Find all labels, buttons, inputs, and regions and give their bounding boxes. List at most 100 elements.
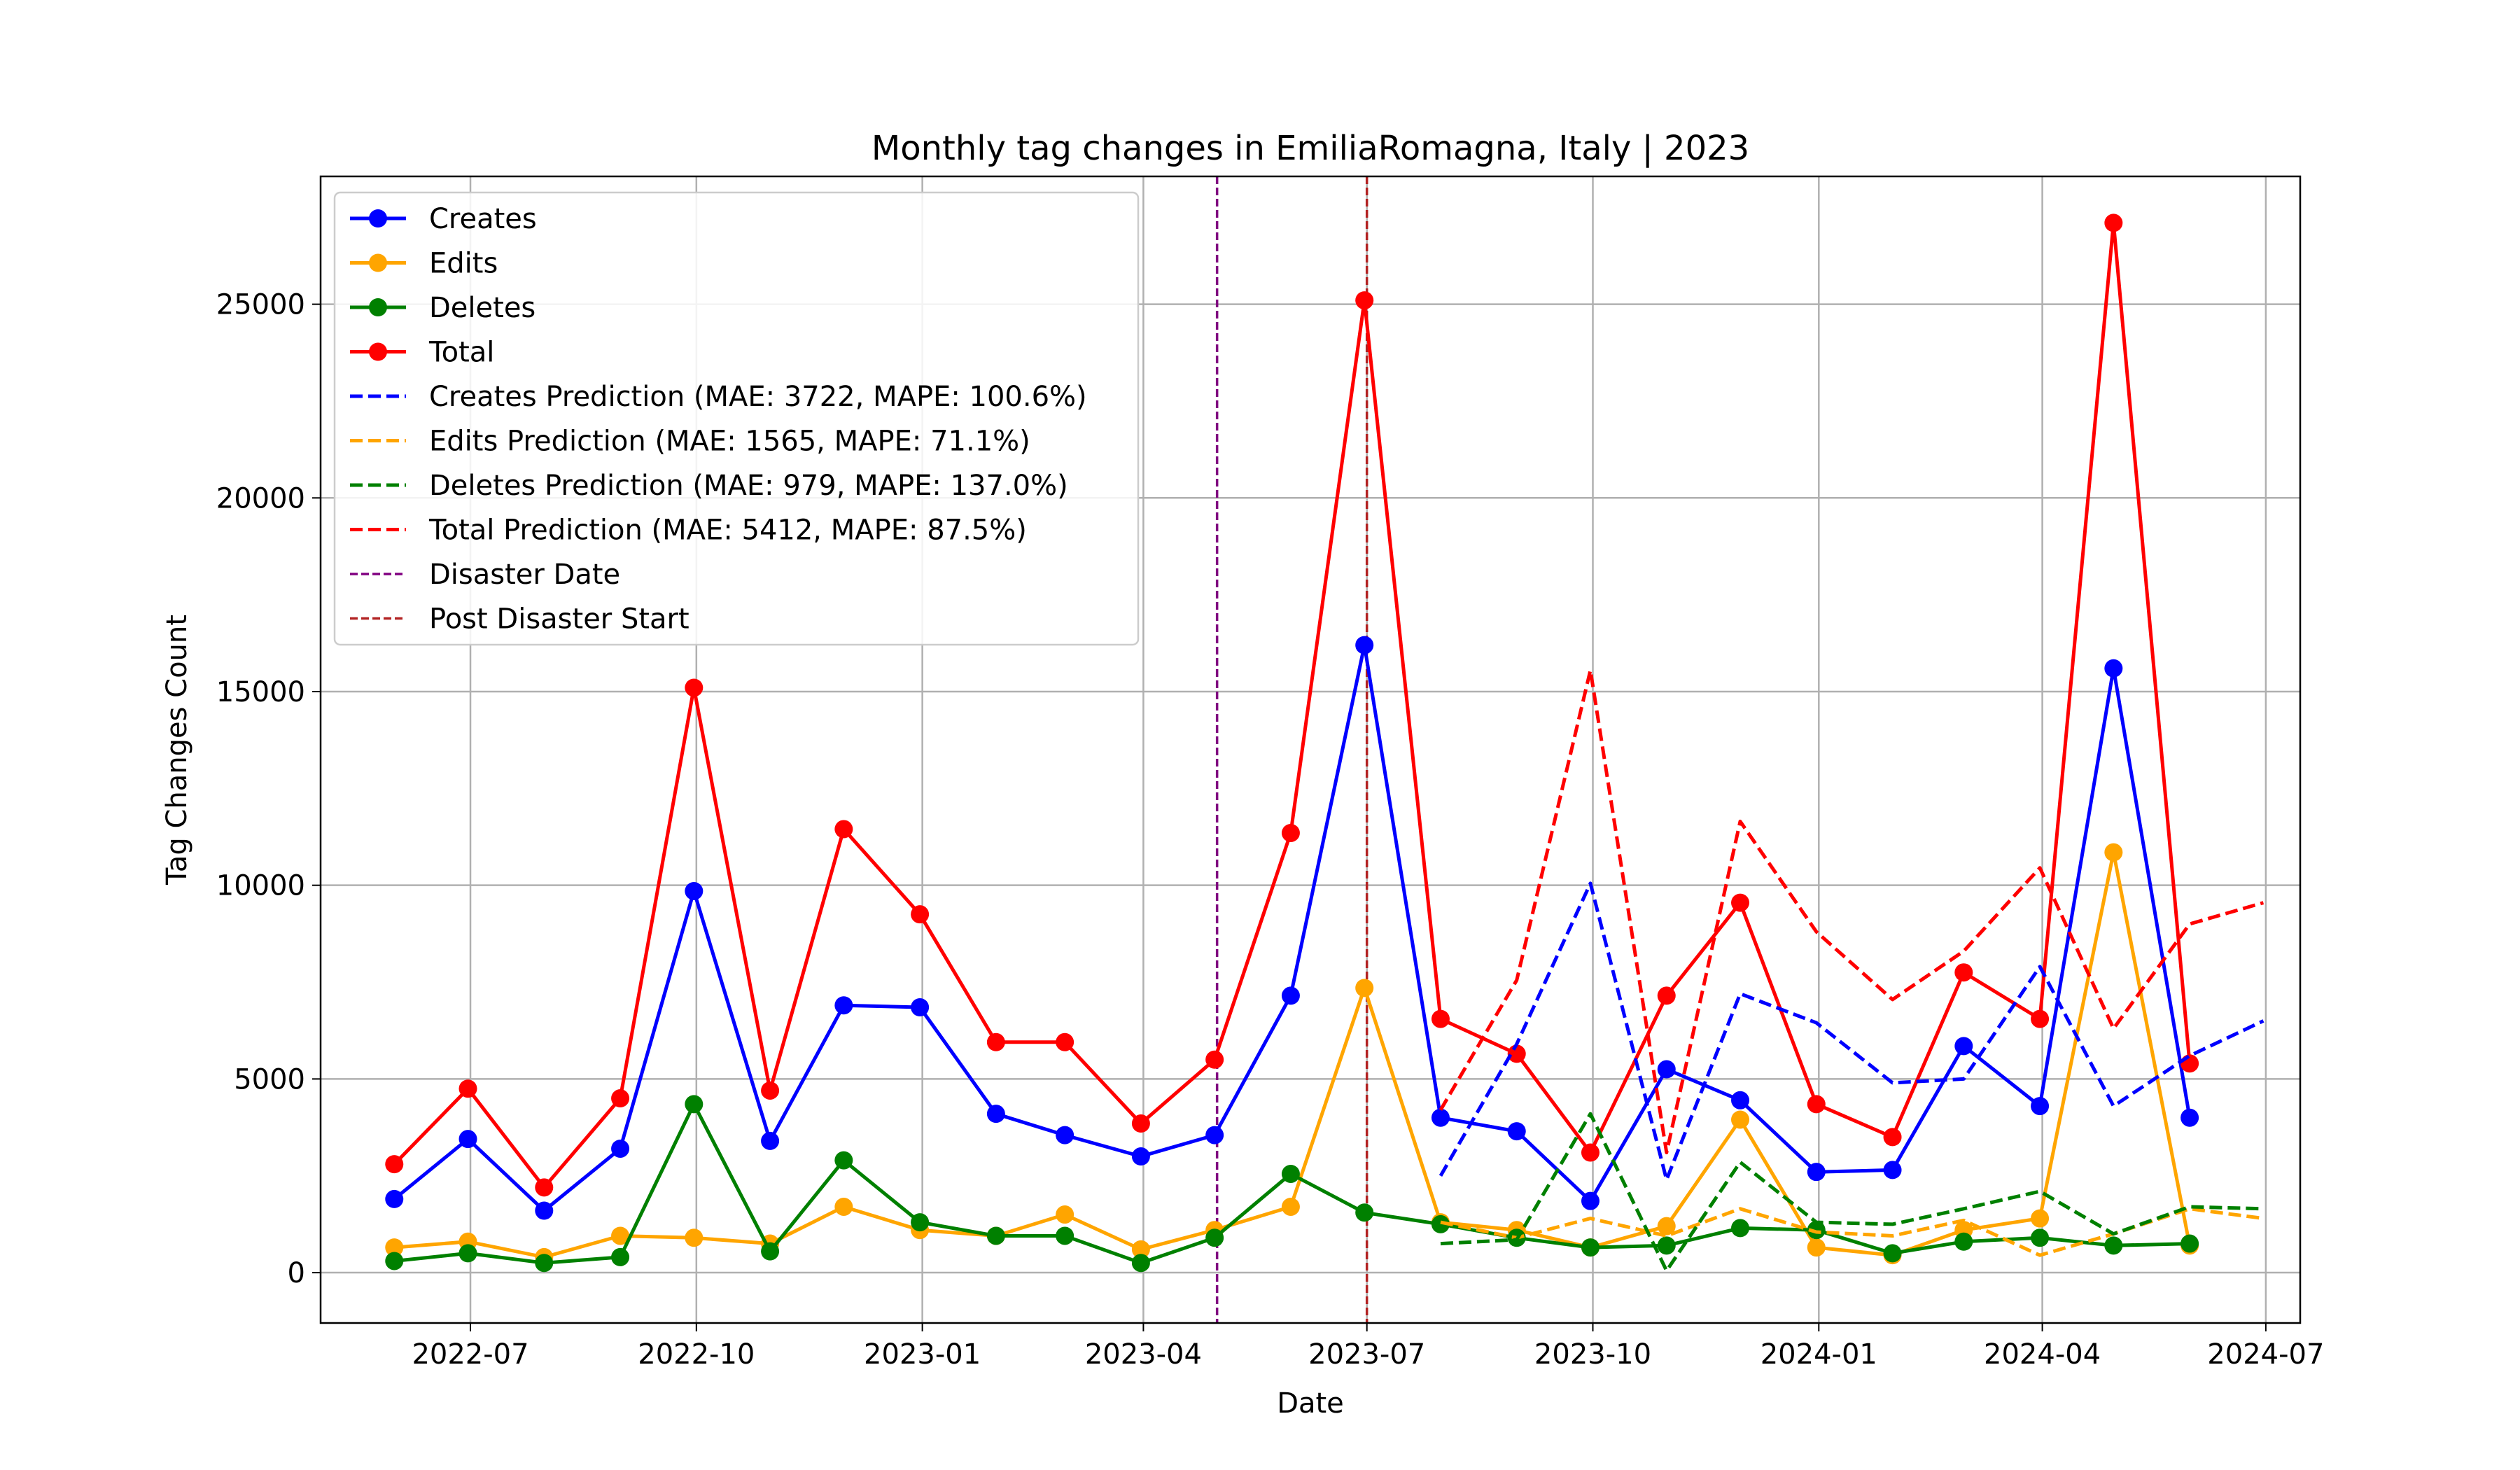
point-deletes [1581, 1238, 1600, 1257]
y-tick-label: 20000 [216, 482, 305, 514]
legend-entry: Deletes Prediction (MAE: 979, MAPE: 137.… [350, 470, 1068, 502]
point-creates [685, 881, 704, 900]
legend-label: Creates [429, 203, 537, 235]
point-creates [1954, 1037, 1973, 1056]
legend-label: Total [428, 337, 494, 369]
point-deletes [1431, 1214, 1450, 1233]
point-creates [911, 997, 930, 1016]
point-deletes [1883, 1244, 1902, 1263]
series-total-prediction [1438, 668, 2264, 1154]
point-creates [1657, 1060, 1676, 1079]
x-axis-label: Date [1277, 1387, 1344, 1420]
x-tick-label: 2024-07 [2207, 1338, 2324, 1371]
point-deletes [1355, 1203, 1374, 1222]
point-total [685, 678, 704, 697]
point-deletes [761, 1242, 780, 1261]
point-creates [1131, 1147, 1150, 1166]
point-total [1657, 986, 1676, 1005]
point-total [1205, 1050, 1224, 1069]
point-deletes [1056, 1226, 1074, 1245]
point-edits [1807, 1238, 1826, 1257]
point-edits [685, 1228, 704, 1247]
point-creates [1431, 1108, 1450, 1127]
legend-marker [369, 342, 387, 361]
y-tick-label: 5000 [234, 1063, 305, 1096]
legend-label: Deletes [429, 292, 536, 324]
legend-marker [369, 253, 387, 272]
y-tick-label: 15000 [216, 676, 305, 708]
x-tick-label: 2023-04 [1085, 1338, 1202, 1371]
point-edits [385, 1238, 404, 1257]
legend-entry: Creates [350, 203, 537, 235]
legend-label: Edits Prediction (MAE: 1565, MAPE: 71.1%… [429, 426, 1030, 458]
x-tick-label: 2023-01 [864, 1338, 981, 1371]
x-tick-label: 2024-01 [1760, 1338, 1877, 1371]
point-creates [385, 1189, 404, 1208]
legend-label: Post Disaster Start [429, 603, 690, 636]
point-total [385, 1155, 404, 1174]
point-creates [986, 1105, 1005, 1124]
point-deletes [1954, 1232, 1973, 1251]
point-creates [1507, 1122, 1526, 1141]
point-total [611, 1089, 630, 1108]
legend-entry: Post Disaster Start [350, 603, 690, 636]
point-total [834, 820, 853, 839]
point-deletes [2031, 1228, 2050, 1247]
legend-entry: Creates Prediction (MAE: 3722, MAPE: 100… [350, 381, 1087, 413]
legend-label: Total Prediction (MAE: 5412, MAPE: 87.5%… [428, 514, 1027, 547]
point-creates [2180, 1108, 2199, 1127]
point-total [2180, 1054, 2199, 1073]
legend-entry: Total [350, 337, 494, 369]
chart-title: Monthly tag changes in EmiliaRomagna, It… [872, 129, 1749, 168]
series-deletes-prediction [1440, 1112, 2264, 1273]
point-deletes [1131, 1254, 1150, 1273]
point-creates [834, 996, 853, 1015]
point-creates [1731, 1091, 1750, 1110]
y-tick-label: 10000 [216, 870, 305, 902]
point-creates [1807, 1163, 1826, 1182]
point-deletes [1205, 1228, 1224, 1247]
point-edits [1731, 1110, 1750, 1129]
point-deletes [1657, 1236, 1676, 1255]
point-creates [761, 1131, 780, 1150]
point-edits [1281, 1197, 1300, 1216]
point-edits [1657, 1217, 1676, 1236]
point-total [1581, 1143, 1600, 1162]
point-total [1431, 1009, 1450, 1028]
point-deletes [986, 1226, 1005, 1245]
point-total [2104, 214, 2123, 232]
point-creates [458, 1130, 477, 1149]
x-tick-label: 2024-04 [1984, 1338, 2101, 1371]
point-total [1355, 291, 1374, 310]
point-creates [535, 1201, 554, 1220]
axis-ticks: 2022-07 2022-10 2023-01 2023-04 2023-07 2023-… [216, 289, 2325, 1371]
point-edits [611, 1226, 630, 1245]
point-deletes [911, 1213, 930, 1232]
point-total [535, 1178, 554, 1197]
point-total [1131, 1114, 1150, 1133]
point-deletes [385, 1252, 404, 1270]
series-total [385, 214, 2199, 1197]
point-edits [1131, 1240, 1150, 1259]
x-tick-label: 2023-07 [1308, 1338, 1425, 1371]
point-creates [1355, 636, 1374, 654]
point-deletes [535, 1254, 554, 1273]
point-total [1056, 1032, 1074, 1051]
legend-label: Creates Prediction (MAE: 3722, MAPE: 100… [429, 381, 1087, 413]
point-creates [611, 1139, 630, 1158]
series-creates-prediction [1438, 881, 2264, 1182]
point-total [1954, 963, 1973, 982]
point-total [1507, 1044, 1526, 1063]
point-deletes [2104, 1236, 2123, 1255]
point-edits [1355, 979, 1374, 997]
point-total [1807, 1095, 1826, 1114]
legend-entry: Edits [350, 248, 498, 280]
x-tick-label: 2022-10 [638, 1338, 755, 1371]
point-total [2031, 1009, 2050, 1028]
legend-label: Edits [429, 248, 498, 280]
point-total [1281, 823, 1300, 842]
point-deletes [2180, 1234, 2199, 1253]
x-tick-label: 2023-10 [1534, 1338, 1651, 1371]
